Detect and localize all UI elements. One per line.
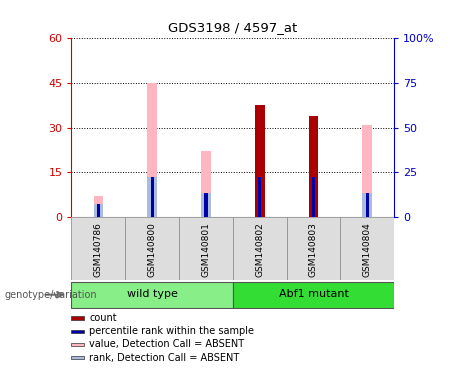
Text: GSM140800: GSM140800 bbox=[148, 222, 157, 277]
Bar bbox=[150, 177, 154, 217]
Bar bbox=[201, 152, 211, 217]
Bar bbox=[71, 217, 125, 280]
Text: wild type: wild type bbox=[127, 289, 177, 299]
Bar bbox=[94, 196, 103, 217]
Bar bbox=[366, 193, 369, 217]
Bar bbox=[312, 177, 315, 217]
Bar bbox=[287, 217, 340, 280]
Text: GSM140802: GSM140802 bbox=[255, 222, 264, 277]
Bar bbox=[71, 329, 84, 333]
Bar bbox=[362, 193, 372, 217]
Text: GSM140786: GSM140786 bbox=[94, 222, 103, 277]
Bar bbox=[97, 204, 100, 217]
Bar bbox=[71, 356, 84, 359]
Text: value, Detection Call = ABSENT: value, Detection Call = ABSENT bbox=[89, 339, 244, 349]
Bar bbox=[233, 217, 287, 280]
Bar bbox=[179, 217, 233, 280]
Text: genotype/variation: genotype/variation bbox=[5, 290, 97, 300]
Bar bbox=[148, 83, 157, 217]
Bar bbox=[148, 177, 157, 217]
Bar bbox=[340, 217, 394, 280]
Title: GDS3198 / 4597_at: GDS3198 / 4597_at bbox=[168, 22, 297, 35]
Bar bbox=[125, 217, 179, 280]
Text: GSM140804: GSM140804 bbox=[363, 222, 372, 277]
Text: rank, Detection Call = ABSENT: rank, Detection Call = ABSENT bbox=[89, 353, 239, 363]
Text: GSM140803: GSM140803 bbox=[309, 222, 318, 277]
Bar bbox=[201, 193, 211, 217]
Bar bbox=[362, 125, 372, 217]
Text: percentile rank within the sample: percentile rank within the sample bbox=[89, 326, 254, 336]
Bar bbox=[94, 204, 103, 217]
Bar bbox=[204, 193, 207, 217]
Bar bbox=[258, 177, 261, 217]
Bar bbox=[309, 116, 318, 217]
Text: count: count bbox=[89, 313, 117, 323]
Bar bbox=[71, 316, 84, 319]
Bar bbox=[255, 105, 265, 217]
Text: Abf1 mutant: Abf1 mutant bbox=[278, 289, 349, 299]
Text: GSM140801: GSM140801 bbox=[201, 222, 210, 277]
Bar bbox=[71, 282, 233, 308]
Bar bbox=[71, 343, 84, 346]
Bar bbox=[233, 282, 394, 308]
